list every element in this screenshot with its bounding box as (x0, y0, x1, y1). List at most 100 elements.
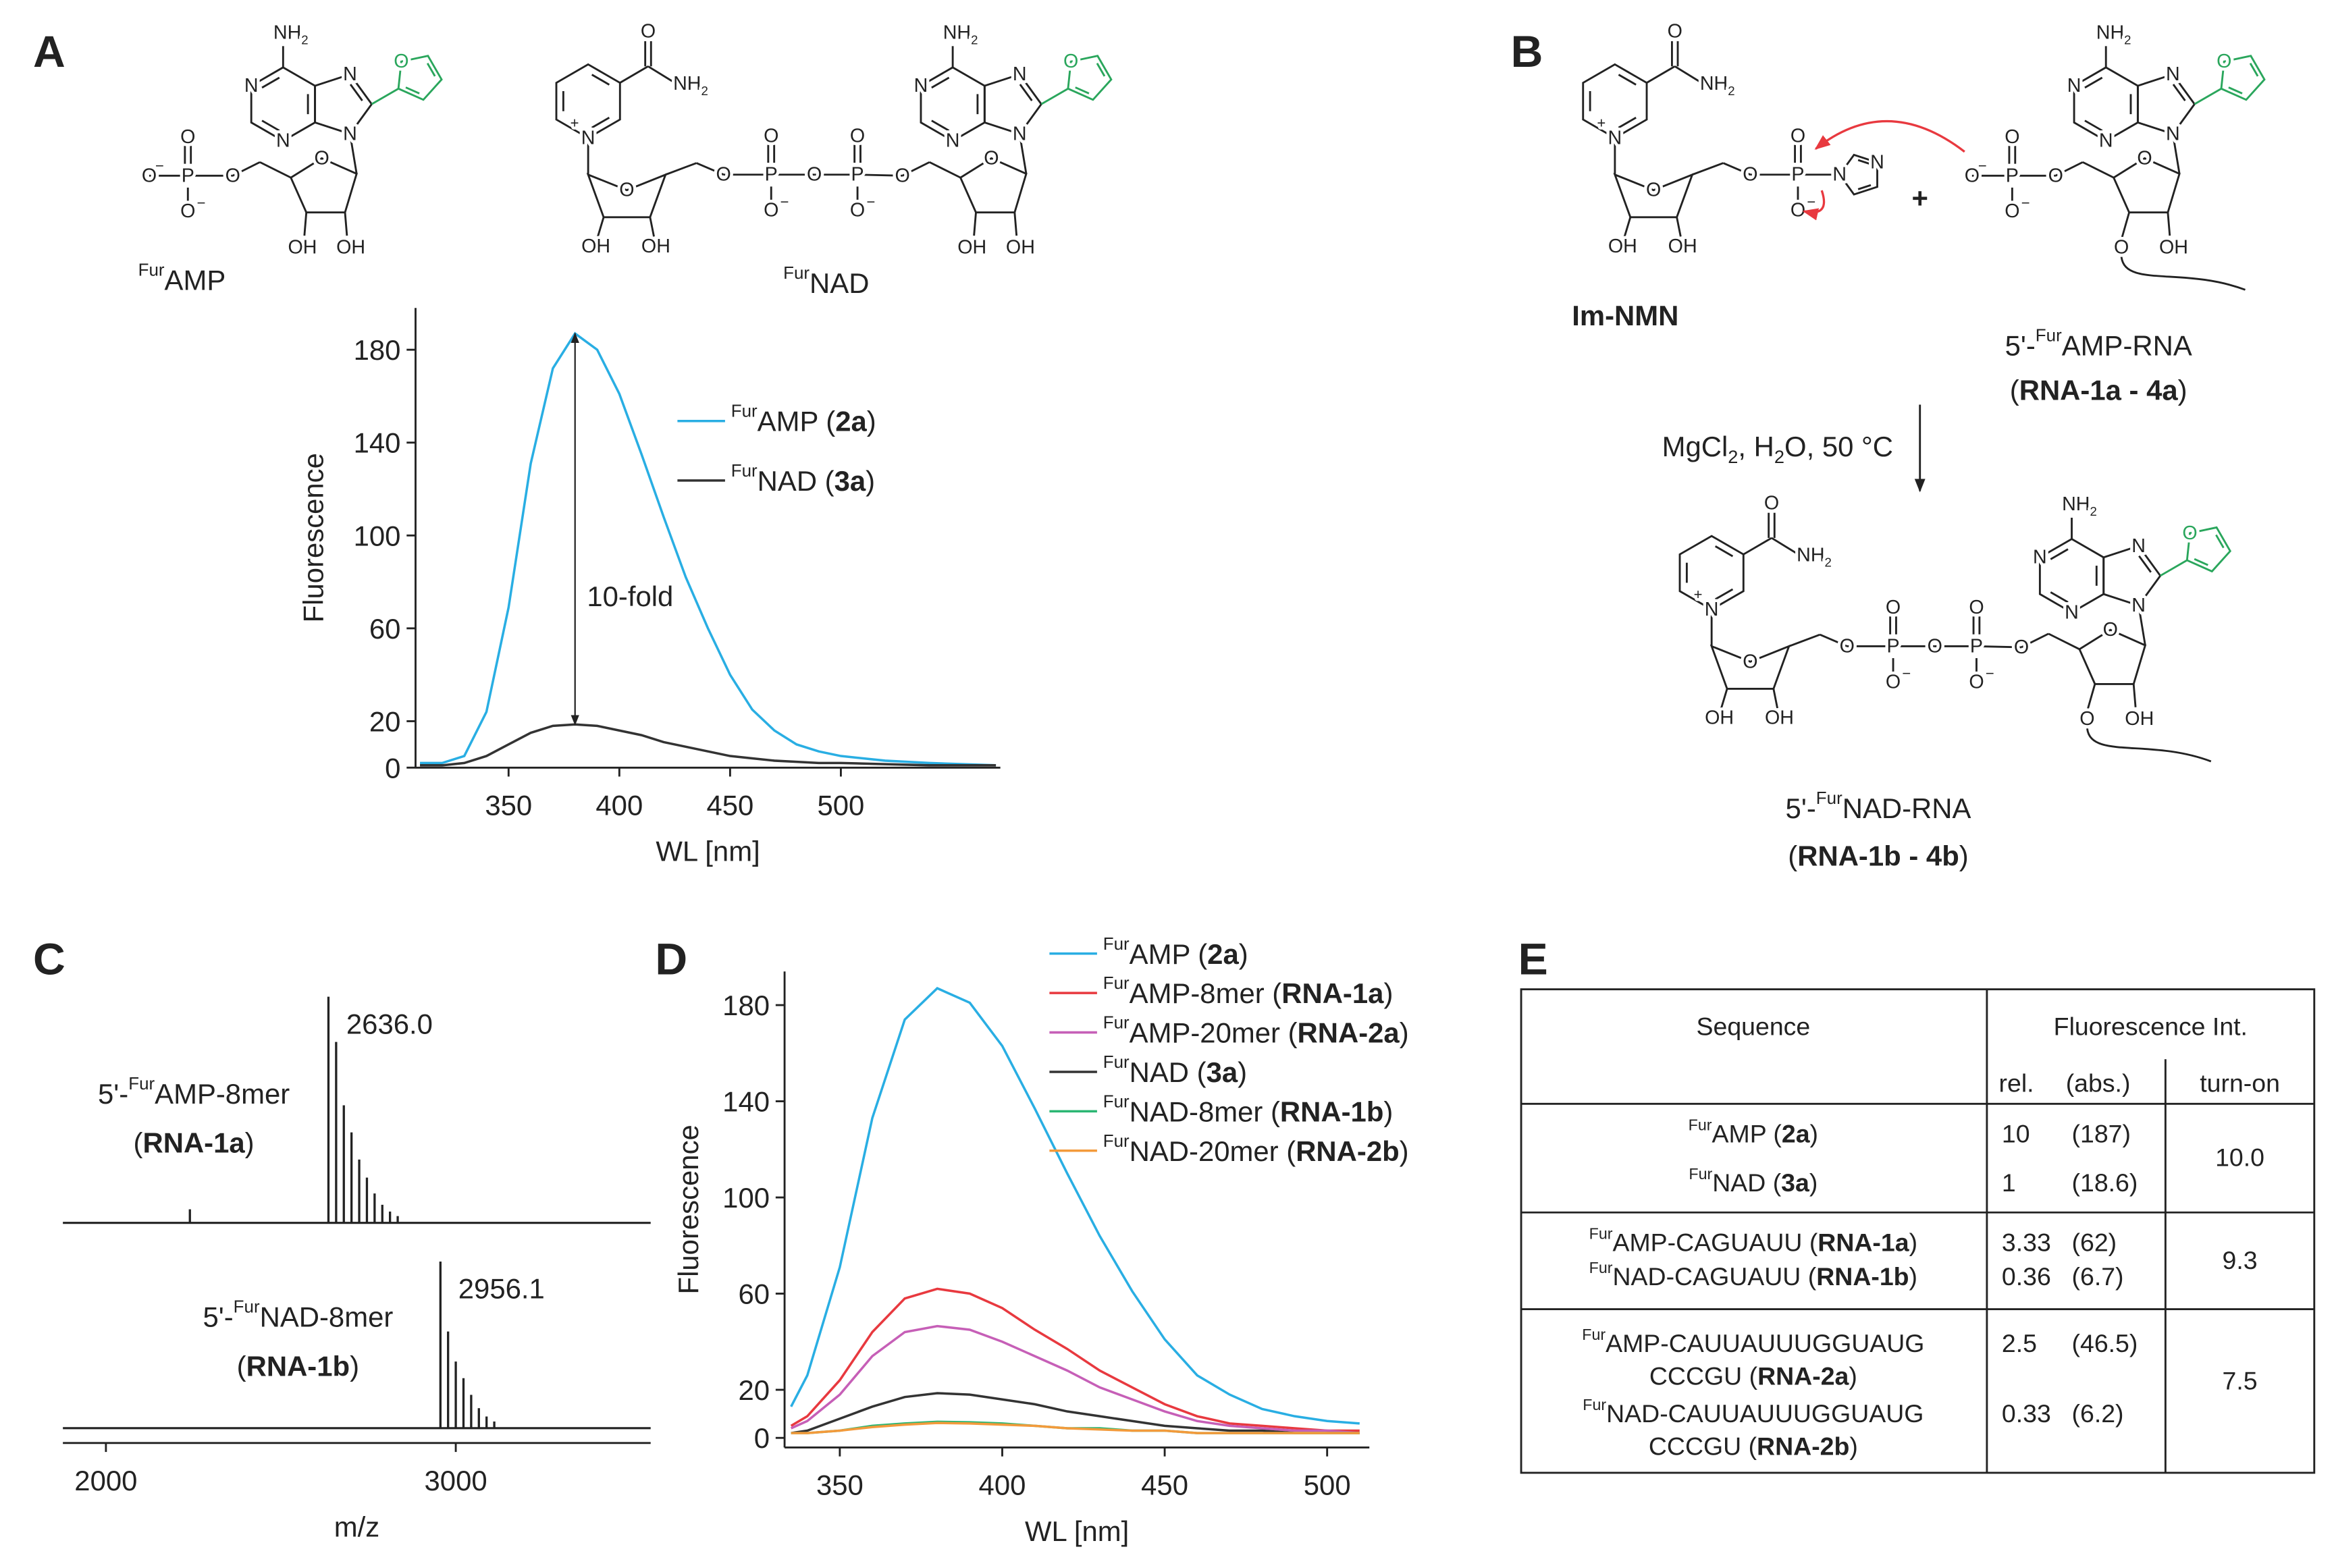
bond (2055, 161, 2084, 177)
atom-label: NH2 (673, 73, 708, 98)
bond (2171, 134, 2181, 174)
bond (2249, 63, 2259, 77)
x-tick-label: 3000 (425, 1464, 487, 1496)
atom-label: O (984, 148, 999, 169)
atom-label: NH2 (1700, 73, 1735, 98)
atom-label: − (1978, 157, 1987, 173)
atom-label: OH (957, 236, 986, 258)
atom-label: − (197, 194, 206, 211)
table-frame (1520, 988, 2316, 1474)
atom-label: O (2182, 522, 2197, 544)
atom-label: O (1969, 597, 1984, 618)
bond (1019, 84, 1033, 101)
bond (2172, 84, 2186, 101)
table-cell: 7.5 (2223, 1366, 2258, 1395)
bond (929, 161, 961, 179)
red-arrow (1814, 119, 1965, 153)
ring (1709, 644, 1791, 690)
bond (2050, 548, 2069, 560)
bond (2138, 605, 2146, 646)
bond (349, 84, 363, 101)
bond (2082, 161, 2115, 179)
table-header: turn-on (2200, 1069, 2280, 1098)
bond (344, 212, 348, 236)
ring (289, 157, 358, 214)
atom-label: O (850, 125, 865, 146)
table-cell: 0.36 (2002, 1262, 2051, 1291)
atom-label: O (1886, 671, 1901, 693)
atom-label: N (914, 75, 928, 97)
table-header: rel. (1999, 1069, 2034, 1098)
y-tick-label: 180 (354, 334, 401, 366)
atom-label: O (2114, 236, 2129, 258)
atom-label: + (1694, 586, 1703, 603)
atom-label: N (1013, 63, 1027, 85)
atom-label: P (1791, 164, 1804, 186)
bond (2138, 555, 2152, 573)
y-axis-label: Fluorescence (297, 453, 329, 622)
bond (2160, 559, 2188, 577)
bond (261, 119, 280, 132)
bond (1788, 633, 1821, 647)
table-cell: (187) (2072, 1119, 2131, 1147)
legend-label: FurAMP (2a) (731, 401, 876, 437)
structure-id: (RNA-1a - 4a) (2010, 374, 2187, 406)
atom-label: N (581, 127, 595, 148)
atom-label: O (1840, 635, 1855, 657)
bond (371, 88, 399, 105)
bond (1743, 537, 1772, 556)
bond (696, 162, 724, 176)
x-tick-label: 2000 (74, 1464, 137, 1496)
atom-label: O (394, 51, 408, 72)
atom-label: OH (1006, 236, 1035, 258)
atom-label: N (343, 123, 357, 144)
atom-label: O (1764, 492, 1779, 514)
legend-label: FurAMP-20mer (RNA-2a) (1103, 1012, 1409, 1048)
bond (405, 86, 420, 94)
atom-label: OH (2125, 708, 2154, 730)
ring (586, 173, 668, 219)
panel-label: E (1518, 935, 1548, 985)
x-tick-label: 400 (979, 1469, 1026, 1501)
bond (1040, 88, 1069, 105)
atom-label: O (641, 21, 656, 43)
atom-label: N (2065, 601, 2079, 623)
structure-name: 5'-FurAMP-RNA (2005, 325, 2192, 361)
atom-label: O (142, 165, 157, 186)
series-line (790, 987, 1360, 1425)
atom-label: OH (1765, 707, 1794, 728)
series-line (420, 331, 997, 767)
x-tick-label: 500 (1304, 1469, 1351, 1501)
table-cell: 0.33 (2002, 1399, 2051, 1428)
red-arrow (1802, 190, 1826, 221)
table-header: Fluorescence Int. (2054, 1012, 2248, 1041)
table-cell: (18.6) (2072, 1168, 2138, 1197)
legend-label: FurAMP (2a) (1103, 934, 1248, 970)
atom-label: − (1807, 193, 1815, 210)
bond (2132, 684, 2137, 707)
bond (1976, 645, 2022, 649)
atom-label: − (155, 157, 164, 173)
ring (2112, 157, 2181, 214)
bond (1714, 588, 1734, 601)
panel-label: A (33, 27, 65, 77)
atom-label: OH (581, 236, 610, 257)
atom-label: − (1902, 665, 1911, 682)
atom-label: − (1986, 665, 1994, 682)
atom-label: OH (1608, 236, 1637, 257)
atom-label: N (2131, 595, 2146, 616)
y-tick-label: 140 (722, 1085, 770, 1117)
atom-label: O (1791, 125, 1805, 146)
table-cell: FurAMP-CAUUAUUUGGUAUG (1582, 1326, 1924, 1357)
atom-label: O (2005, 126, 2019, 148)
ring (1613, 173, 1694, 219)
ring (2102, 545, 2162, 607)
atom-label: N (946, 130, 960, 152)
x-axis-label: WL [nm] (1025, 1515, 1129, 1546)
atom-label: N (2067, 75, 2081, 97)
table-cell: 10 (2002, 1119, 2030, 1147)
table-cell: (46.5) (2072, 1329, 2138, 1357)
atom-label: OH (1705, 707, 1734, 728)
ring (983, 73, 1043, 136)
